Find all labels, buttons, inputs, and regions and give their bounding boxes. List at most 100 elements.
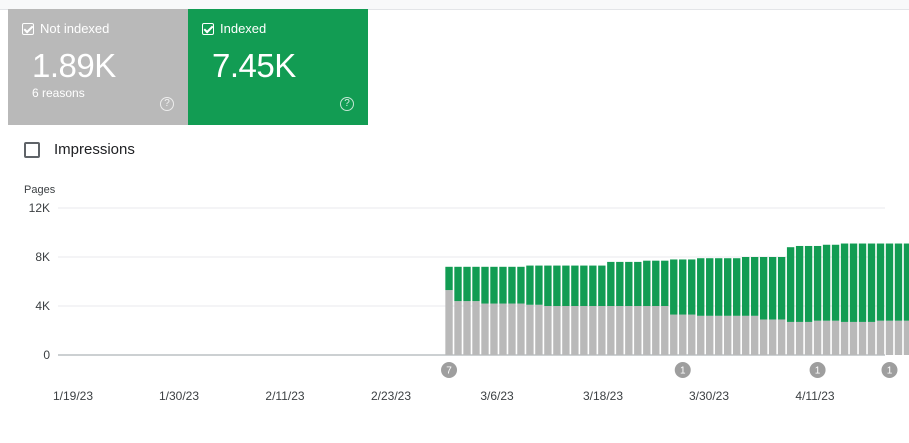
bar-not-indexed bbox=[589, 306, 597, 355]
bar-not-indexed bbox=[679, 314, 687, 355]
bar-not-indexed bbox=[867, 321, 876, 355]
bar-not-indexed bbox=[876, 320, 885, 355]
bar-not-indexed bbox=[903, 320, 909, 355]
bar-indexed bbox=[795, 245, 804, 322]
bar-not-indexed bbox=[670, 314, 678, 355]
bar-not-indexed bbox=[777, 319, 786, 355]
annotation-marker[interactable]: 1 bbox=[674, 362, 691, 378]
bar-indexed bbox=[867, 243, 876, 322]
annotation-label: 1 bbox=[815, 366, 821, 377]
bar-indexed bbox=[580, 265, 588, 306]
bar-indexed bbox=[445, 266, 453, 291]
y-tick-label: 8K bbox=[35, 250, 50, 264]
bar-indexed bbox=[706, 258, 714, 316]
annotation-circle bbox=[674, 362, 691, 378]
not-indexed-checkbox[interactable] bbox=[22, 23, 34, 35]
bar-not-indexed bbox=[840, 321, 849, 355]
annotation-marker[interactable]: 7 bbox=[441, 362, 458, 378]
bar-not-indexed bbox=[544, 306, 552, 355]
annotation-marker[interactable]: 1 bbox=[809, 362, 826, 378]
bar-indexed bbox=[517, 266, 525, 304]
bar-indexed bbox=[508, 266, 516, 304]
x-tick-label: 4/11/23 bbox=[795, 389, 834, 403]
bar-indexed bbox=[786, 247, 795, 322]
bar-indexed bbox=[697, 258, 705, 316]
impressions-toggle[interactable]: Impressions bbox=[24, 141, 135, 158]
bar-not-indexed bbox=[517, 303, 525, 355]
bar-indexed bbox=[670, 259, 678, 315]
bar-not-indexed bbox=[445, 290, 453, 355]
bar-indexed bbox=[472, 266, 480, 302]
bar-indexed bbox=[535, 265, 543, 305]
bar-indexed bbox=[661, 260, 669, 306]
bar-not-indexed bbox=[535, 304, 543, 355]
bar-not-indexed bbox=[786, 321, 795, 355]
annotation-circle bbox=[809, 362, 826, 378]
bar-not-indexed bbox=[526, 304, 534, 355]
bar-indexed bbox=[715, 258, 723, 316]
y-axis-title: Pages bbox=[24, 184, 56, 196]
bar-indexed bbox=[652, 260, 660, 306]
x-tick-label: 2/23/23 bbox=[371, 389, 411, 403]
bar-indexed bbox=[822, 244, 831, 321]
x-tick-label: 2/11/23 bbox=[265, 389, 304, 403]
bar-not-indexed bbox=[508, 303, 516, 355]
annotation-circle bbox=[881, 362, 898, 378]
indexed-card[interactable]: Indexed 7.45K ? bbox=[188, 9, 368, 125]
bar-indexed bbox=[679, 259, 687, 315]
annotation-label: 1 bbox=[887, 366, 893, 377]
bar-indexed bbox=[643, 260, 651, 306]
indexed-checkbox[interactable] bbox=[202, 23, 214, 35]
bar-indexed bbox=[589, 265, 597, 306]
bar-not-indexed bbox=[553, 306, 561, 355]
pages-chart: 0 4K 8K 12K 7 1 1 1 1/19/23 1/30/23 2/11/23 2/23/… bbox=[29, 201, 909, 403]
bar-indexed bbox=[481, 266, 489, 304]
annotation-marker[interactable]: 1 bbox=[881, 362, 898, 378]
bar-indexed bbox=[499, 266, 507, 304]
x-tick-label: 3/30/23 bbox=[689, 389, 729, 403]
bar-not-indexed bbox=[643, 306, 651, 355]
bar-not-indexed bbox=[580, 306, 588, 355]
indexed-value: 7.45K bbox=[212, 47, 296, 84]
bar-indexed bbox=[616, 261, 624, 306]
y-tick-label: 12K bbox=[29, 201, 50, 215]
bar-indexed bbox=[607, 261, 615, 306]
annotation-label: 7 bbox=[446, 366, 452, 377]
bar-not-indexed bbox=[454, 301, 462, 355]
bar-not-indexed bbox=[849, 321, 858, 355]
annotation-circle bbox=[441, 362, 458, 378]
y-tick-label: 0 bbox=[43, 348, 50, 362]
impressions-checkbox[interactable] bbox=[24, 141, 40, 158]
bar-not-indexed bbox=[571, 306, 579, 355]
bar-not-indexed bbox=[831, 320, 840, 355]
help-icon[interactable]: ? bbox=[160, 97, 174, 111]
bar-indexed bbox=[526, 265, 534, 305]
bar-indexed bbox=[634, 261, 642, 306]
bar-indexed bbox=[768, 257, 777, 320]
bar-not-indexed bbox=[598, 306, 606, 355]
bar-indexed bbox=[849, 243, 858, 322]
bar-not-indexed bbox=[706, 315, 714, 355]
not-indexed-label: Not indexed bbox=[40, 21, 110, 36]
x-tick-label: 3/18/23 bbox=[583, 389, 623, 403]
bar-not-indexed bbox=[768, 319, 777, 355]
help-icon[interactable]: ? bbox=[340, 97, 354, 111]
bar-not-indexed bbox=[822, 320, 831, 355]
bar-not-indexed bbox=[759, 319, 768, 355]
bar-indexed bbox=[688, 259, 696, 315]
bar-not-indexed bbox=[697, 315, 705, 355]
bar-not-indexed bbox=[652, 306, 660, 355]
bar-indexed bbox=[724, 258, 732, 316]
bar-not-indexed bbox=[616, 306, 624, 355]
bar-indexed bbox=[544, 265, 552, 306]
bar-not-indexed bbox=[463, 301, 471, 355]
not-indexed-card[interactable]: Not indexed 1.89K 6 reasons ? bbox=[8, 9, 188, 125]
bar-not-indexed bbox=[688, 314, 696, 355]
bar-indexed bbox=[490, 266, 498, 304]
bar-indexed bbox=[759, 257, 768, 320]
bar-not-indexed bbox=[795, 321, 804, 355]
bar-not-indexed bbox=[562, 306, 570, 355]
bar-indexed bbox=[553, 265, 561, 306]
bar-indexed bbox=[454, 266, 462, 302]
bar-indexed bbox=[876, 243, 885, 321]
